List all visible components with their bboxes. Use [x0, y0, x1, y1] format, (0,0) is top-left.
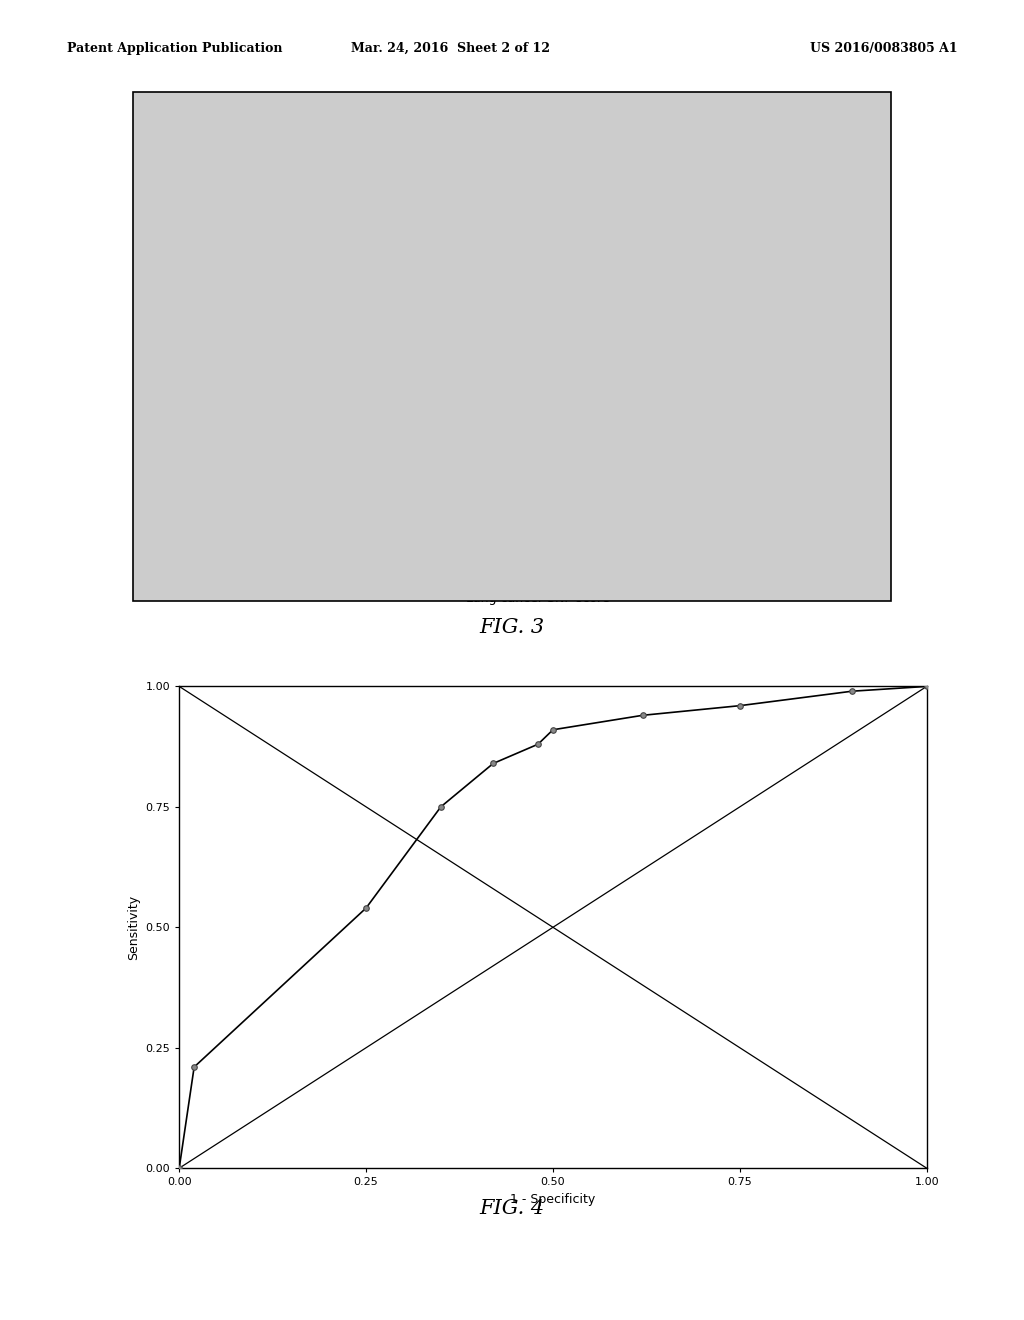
Title: Frequency of lung cancer and lung cancer SNP
score (11 SNP panel): Frequency of lung cancer and lung cancer… — [376, 96, 699, 127]
Y-axis label: Sensitivity: Sensitivity — [127, 895, 140, 960]
Text: FIG. 3: FIG. 3 — [479, 618, 545, 636]
X-axis label: Lung cancer SNP score: Lung cancer SNP score — [466, 593, 609, 605]
Text: US 2016/0083805 A1: US 2016/0083805 A1 — [810, 42, 957, 55]
Text: Patent Application Publication: Patent Application Publication — [67, 42, 282, 55]
X-axis label: 1 - Specificity: 1 - Specificity — [510, 1193, 596, 1205]
Y-axis label: Frequency (%): Frequency (%) — [162, 305, 174, 395]
Text: FIG. 4: FIG. 4 — [479, 1199, 545, 1217]
Text: Mar. 24, 2016  Sheet 2 of 12: Mar. 24, 2016 Sheet 2 of 12 — [351, 42, 550, 55]
